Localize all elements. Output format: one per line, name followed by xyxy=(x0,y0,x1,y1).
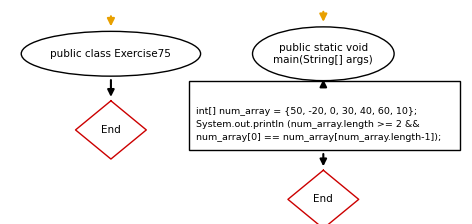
Text: End: End xyxy=(101,125,121,135)
Text: public class Exercise75: public class Exercise75 xyxy=(51,49,171,59)
Polygon shape xyxy=(288,170,359,224)
Text: int[] num_array = {50, -20, 0, 30, 40, 60, 10};
System.out.println (num_array.le: int[] num_array = {50, -20, 0, 30, 40, 6… xyxy=(196,107,441,142)
Text: End: End xyxy=(313,194,333,204)
Ellipse shape xyxy=(21,31,201,76)
Bar xyxy=(189,81,460,150)
Ellipse shape xyxy=(253,27,394,81)
Text: public static void
main(String[] args): public static void main(String[] args) xyxy=(273,43,373,65)
Polygon shape xyxy=(76,101,146,159)
